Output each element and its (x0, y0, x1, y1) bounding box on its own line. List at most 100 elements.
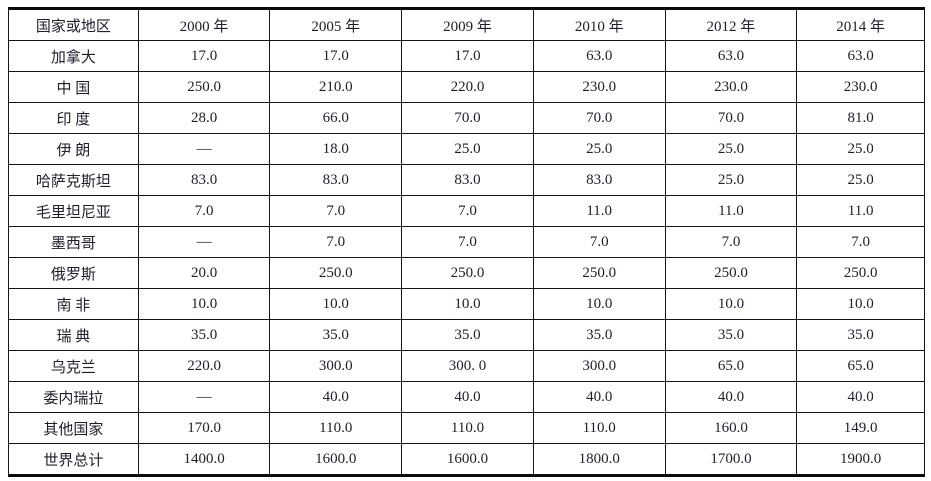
table-cell: 20.0 (137, 257, 271, 289)
table-cell: 250.0 (796, 257, 925, 289)
table-cell: 1600.0 (401, 443, 534, 476)
row-label: 南 非 (8, 288, 139, 320)
table-cell: 63.0 (664, 40, 798, 72)
table-cell: 7.0 (401, 226, 534, 258)
table-cell: 110.0 (532, 412, 666, 444)
table-cell: 250.0 (532, 257, 666, 289)
table-cell: 220.0 (137, 350, 271, 382)
row-label: 俄罗斯 (8, 257, 139, 289)
table-cell: 25.0 (796, 164, 925, 196)
table-cell: 250.0 (137, 71, 271, 103)
header-row: 国家或地区 2000 年 2005 年 2009 年 2010 年 2012 年 2014 … (8, 8, 925, 41)
table-cell: 1800.0 (532, 443, 666, 476)
row-label: 瑞 典 (8, 319, 139, 351)
table-cell: 160.0 (664, 412, 798, 444)
table-cell: 25.0 (796, 133, 925, 165)
table-cell: 10.0 (269, 288, 403, 320)
table-cell: — (137, 381, 271, 413)
table-row: 南 非 10.0 10.0 10.0 10.0 10.0 10.0 (8, 288, 925, 320)
table-row: 瑞 典 35.0 35.0 35.0 35.0 35.0 35.0 (8, 319, 925, 351)
table-cell: 17.0 (137, 40, 271, 72)
table-cell: 7.0 (269, 226, 403, 258)
table-cell: 35.0 (664, 319, 798, 351)
table-cell: 1700.0 (664, 443, 798, 476)
column-header: 2012 年 (664, 8, 798, 41)
table-cell: 10.0 (137, 288, 271, 320)
table-cell: 25.0 (664, 133, 798, 165)
row-label: 其他国家 (8, 412, 139, 444)
table-row: 其他国家 170.0 110.0 110.0 110.0 160.0 149.0 (8, 412, 925, 444)
table-cell: 11.0 (796, 195, 925, 227)
table-cell: 7.0 (532, 226, 666, 258)
column-header: 2009 年 (401, 8, 534, 41)
table-cell: 250.0 (401, 257, 534, 289)
table-cell: 66.0 (269, 102, 403, 134)
table-cell: 28.0 (137, 102, 271, 134)
table-cell: 40.0 (796, 381, 925, 413)
table-cell: 25.0 (532, 133, 666, 165)
table-cell: 300. 0 (401, 350, 534, 382)
table-row: 哈萨克斯坦 83.0 83.0 83.0 83.0 25.0 25.0 (8, 164, 925, 196)
table-cell: — (137, 133, 271, 165)
table-cell: 83.0 (137, 164, 271, 196)
table-cell: 110.0 (401, 412, 534, 444)
table-cell: 149.0 (796, 412, 925, 444)
table-cell: — (137, 226, 271, 258)
table-row: 印 度 28.0 66.0 70.0 70.0 70.0 81.0 (8, 102, 925, 134)
table-row: 世界总计 1400.0 1600.0 1600.0 1800.0 1700.0 1900.0 (8, 443, 925, 476)
table-cell: 7.0 (796, 226, 925, 258)
table-cell: 7.0 (401, 195, 534, 227)
row-label: 委内瑞拉 (8, 381, 139, 413)
table-cell: 25.0 (664, 164, 798, 196)
table-cell: 63.0 (796, 40, 925, 72)
table-cell: 170.0 (137, 412, 271, 444)
table-cell: 18.0 (269, 133, 403, 165)
table-cell: 83.0 (269, 164, 403, 196)
table-cell: 210.0 (269, 71, 403, 103)
table-cell: 110.0 (269, 412, 403, 444)
column-header: 2010 年 (532, 8, 666, 41)
table-row: 委内瑞拉 —40.0 40.0 40.0 40.0 40.0 (8, 381, 925, 413)
table-cell: 70.0 (664, 102, 798, 134)
row-label: 墨西哥 (8, 226, 139, 258)
row-label: 中 国 (8, 71, 139, 103)
table-cell: 250.0 (664, 257, 798, 289)
row-label: 伊 朗 (8, 133, 139, 165)
table-cell: 40.0 (664, 381, 798, 413)
table-cell: 35.0 (532, 319, 666, 351)
table-cell: 250.0 (269, 257, 403, 289)
table-cell: 17.0 (401, 40, 534, 72)
table-cell: 10.0 (532, 288, 666, 320)
table-row: 乌克兰 220.0 300.0 300. 0 300.0 65.0 65.0 (8, 350, 925, 382)
table-cell: 220.0 (401, 71, 534, 103)
table-row: 俄罗斯 20.0 250.0 250.0 250.0 250.0 250.0 (8, 257, 925, 289)
table-cell: 40.0 (401, 381, 534, 413)
table-cell: 81.0 (796, 102, 925, 134)
table-cell: 7.0 (269, 195, 403, 227)
table-cell: 300.0 (532, 350, 666, 382)
table-cell: 35.0 (401, 319, 534, 351)
row-label: 加拿大 (8, 40, 139, 72)
table-row: 中 国 250.0 210.0 220.0 230.0 230.0 230.0 (8, 71, 925, 103)
table-cell: 230.0 (796, 71, 925, 103)
table-cell: 70.0 (532, 102, 666, 134)
table-cell: 35.0 (796, 319, 925, 351)
table-cell: 17.0 (269, 40, 403, 72)
table-cell: 7.0 (137, 195, 271, 227)
table-cell: 40.0 (269, 381, 403, 413)
table-cell: 230.0 (532, 71, 666, 103)
table-row: 加拿大 17.0 17.0 17.0 63.0 63.0 63.0 (8, 40, 925, 72)
table-cell: 1400.0 (137, 443, 271, 476)
data-table: 国家或地区 2000 年 2005 年 2009 年 2010 年 2012 年 2014 … (8, 7, 925, 477)
table-cell: 83.0 (401, 164, 534, 196)
row-label: 哈萨克斯坦 (8, 164, 139, 196)
column-header: 2014 年 (796, 8, 925, 41)
table-cell: 10.0 (664, 288, 798, 320)
table-cell: 7.0 (664, 226, 798, 258)
column-header: 国家或地区 (8, 8, 139, 41)
table-row: 毛里坦尼亚 7.0 7.0 7.0 11.0 11.0 11.0 (8, 195, 925, 227)
table-row: 墨西哥 —7.0 7.0 7.0 7.0 7.0 (8, 226, 925, 258)
table-cell: 11.0 (532, 195, 666, 227)
table-cell: 230.0 (664, 71, 798, 103)
